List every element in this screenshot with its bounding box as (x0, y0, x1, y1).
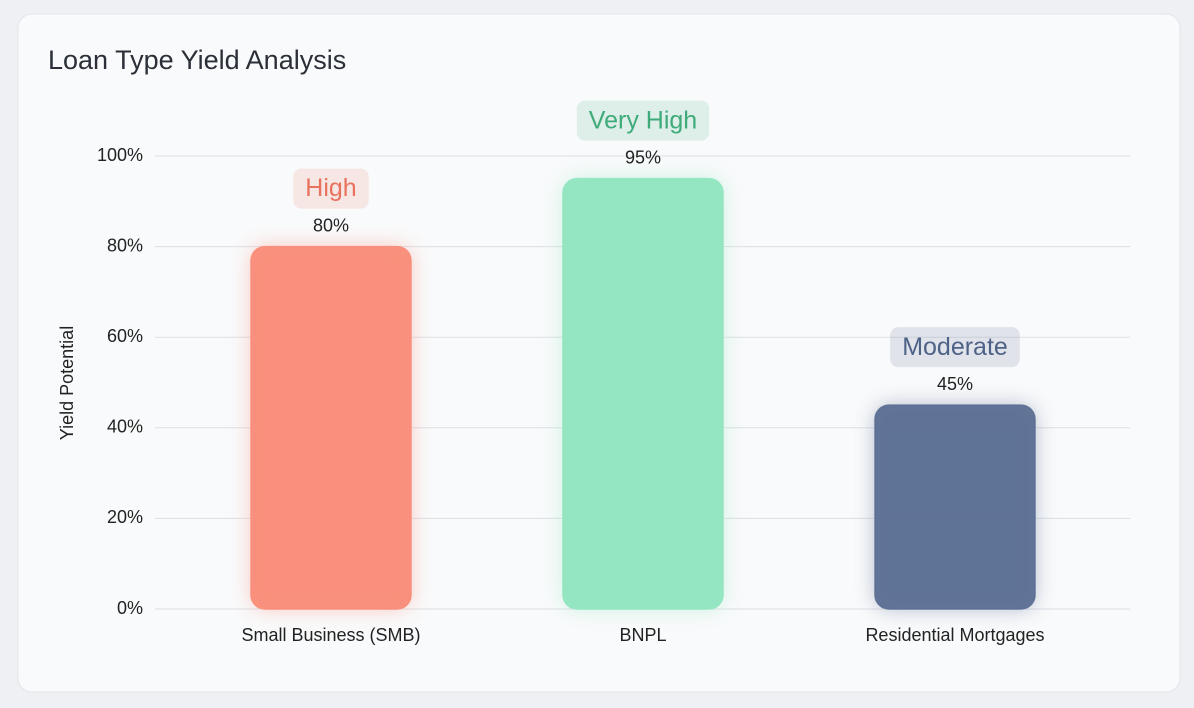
badge (293, 168, 369, 209)
badge-text: High (305, 174, 356, 202)
value-label: 80% (313, 215, 349, 235)
chart-title: Loan Type Yield Analysis (48, 45, 346, 75)
badge (576, 100, 710, 141)
badge-text: Moderate (902, 333, 1008, 361)
y-tick-label: 40% (107, 417, 143, 437)
bar (250, 245, 412, 610)
y-tick-label: 60% (107, 326, 143, 346)
x-tick-label: Residential Mortgages (865, 625, 1044, 645)
y-tick-label: 80% (107, 235, 143, 255)
bar (874, 404, 1036, 610)
x-tick-label: Small Business (SMB) (241, 625, 420, 645)
x-tick-label: BNPL (619, 625, 666, 645)
y-tick-label: 0% (117, 598, 143, 618)
bar (562, 177, 724, 610)
value-label: 45% (937, 374, 973, 394)
y-axis-title: Yield Potential (57, 326, 77, 440)
value-label: 95% (625, 147, 661, 167)
y-tick-label: 100% (97, 145, 143, 165)
y-tick-label: 20% (107, 507, 143, 527)
badge-text: Very High (589, 106, 697, 134)
badge (890, 327, 1020, 368)
